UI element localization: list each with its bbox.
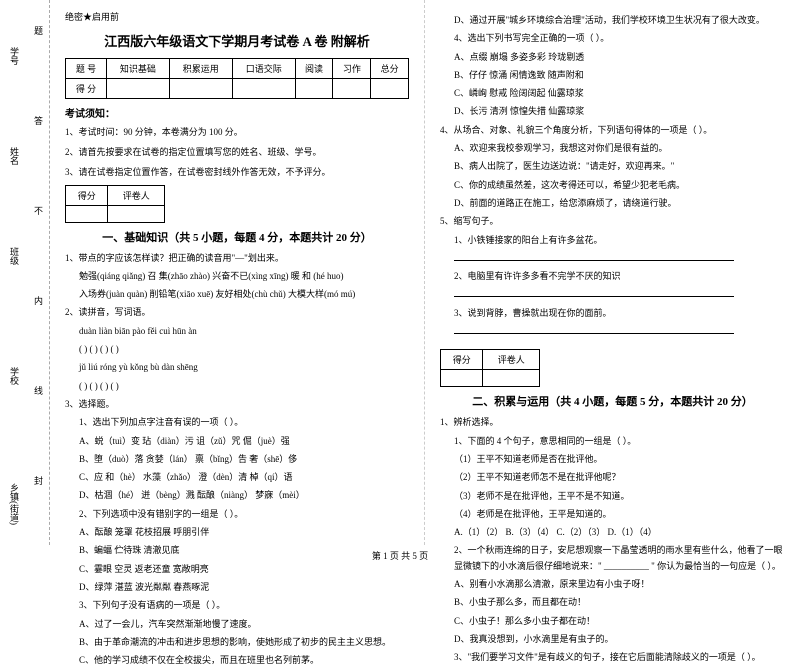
th-3: 口语交际 [232, 59, 295, 79]
p2q1-2b: B、小虫子那么多，而且都在动！ [440, 595, 785, 610]
q4c: C、你的成绩虽然差，这次考得还可以，希望少犯老毛病。 [440, 178, 785, 193]
exam-title: 江西版六年级语文下学期月考试卷 A 卷 附解析 [65, 31, 409, 50]
q3-4b: B、仔仔 惊涌 闲情逸致 随声附和 [440, 68, 785, 83]
margin-class: 班级 [8, 247, 21, 265]
seal-char-5: 答 [32, 116, 45, 125]
q5-3: 3、说到背脖，曹操就出现在你的面前。 [440, 306, 785, 321]
q3-3a: A、过了一会儿，汽车突然渐渐地慢了速度。 [65, 617, 409, 632]
p2q1: 1、辨析选择。 [440, 415, 785, 430]
p2q1-1b: （2）王平不知道老师怎不是在批评他呢？ [440, 470, 785, 485]
seal-char-2: 线 [32, 386, 45, 395]
margin-school: 学校 [8, 367, 21, 385]
q3-3c: C、他的学习成绩不仅在全校拔尖，而且在班里也名列前茅。 [65, 653, 409, 668]
q2d[interactable]: ( ) ( ) ( ) ( ) [65, 379, 409, 394]
q2: 2、读拼音，写词语。 [65, 305, 409, 320]
th-2: 积累运用 [169, 59, 232, 79]
q3-3: 3、下列句子没有语病的一项是（ ）。 [65, 598, 409, 613]
seal-char-1: 封 [32, 476, 45, 485]
notice-1: 1、考试时间：90 分钟，本卷满分为 100 分。 [65, 124, 409, 140]
p2q1-1d: （4）老师是在批评他，王平是知道的。 [440, 507, 785, 522]
q3-3b: B、由于革命潮流的冲击和进步思想的影响，使她形成了初步的民主主义思想。 [65, 635, 409, 650]
q5-1: 1、小铁锤接家的阳台上有许多盆花。 [440, 233, 785, 248]
q3-1a: A、蜕（tuì）变 玷（diàn）污 诅（zǔ）咒 倔（juè）强 [65, 434, 409, 449]
q5-2-blank[interactable] [454, 287, 734, 297]
q3-4c: C、嶙峋 慰戒 险阔阔起 仙露琼浆 [440, 86, 785, 101]
th-0: 题 号 [66, 59, 107, 79]
part2-score-box: 得分评卷人 [440, 349, 540, 387]
q4a: A、欢迎来我校参观学习，我想这对你们是很有益的。 [440, 141, 785, 156]
q1b: 入场券(juàn quàn) 削铅笔(xiāo xuē) 友好相处(chù ch… [65, 287, 409, 302]
q5: 5、缩写句子。 [440, 214, 785, 229]
q3-2a: A、酝酿 笼罩 花枝招展 呼朋引伴 [65, 525, 409, 540]
q4b: B、病人出院了，医生边送边说："请走好，欢迎再来。" [440, 159, 785, 174]
th-1: 知识基础 [106, 59, 169, 79]
notice-2: 2、请首先按要求在试卷的指定位置填写您的姓名、班级、学号。 [65, 144, 409, 160]
margin-name: 姓名 [8, 147, 21, 165]
score-label-2: 得分 [441, 350, 483, 370]
page-footer: 第 1 页 共 5 页 [0, 549, 800, 562]
q4: 4、从场合、对象、礼貌三个角度分析，下列语句得体的一项是（ ）。 [440, 123, 785, 138]
q5-3-blank[interactable] [454, 324, 734, 334]
p2q1-3: 3、"我们要学习文件"是有歧义的句子，接在它后面能清除歧义的一项是（ ）。 [440, 650, 785, 665]
secret-label: 绝密★启用前 [65, 10, 409, 23]
q3-1c: C、应 和（hè） 水藻（zhǎo） 澄（dèn）清 棹（qí）语 [65, 470, 409, 485]
q3-1d: D、枯涸（hé） 迸（bèng）溅 酝酿（niàng） 梦寐（mèi） [65, 488, 409, 503]
p2q1-1: 1、下面的 4 个句子，意思相同的一组是（ ）。 [440, 434, 785, 449]
seal-char-6: 题 [32, 26, 45, 35]
right-column: D、通过开展"城乡环境综合治理"活动，我们学校环境卫生状况有了很大改变。 4、选… [425, 0, 800, 545]
notice-3: 3、请在试卷指定位置作答，在试卷密封线外作答无效，不予评分。 [65, 164, 409, 180]
part2-title: 二、积累与运用（共 4 小题，每题 5 分，本题共计 20 分） [440, 393, 785, 409]
q3-2c: C、霎眼 空灵 返老还童 宽敞明亮 [65, 562, 409, 577]
q3-1b: B、堕（duò）落 贪婪（lán） 禀（bǐng）告 奢（shē）侈 [65, 452, 409, 467]
q2c: jǔ liú róng yù kǒng bù dàn shēng [65, 360, 409, 375]
q3-1: 1、选出下列加点字注音有误的一项（ ）。 [65, 415, 409, 430]
p2q1-2c: C、小虫子！那么多小虫子都在动！ [440, 614, 785, 629]
th-6: 总分 [371, 59, 409, 79]
q4d: D、前面的道路正在施工，给您添麻烦了，请绕道行驶。 [440, 196, 785, 211]
part-score-box: 得分评卷人 [65, 185, 165, 223]
th-5: 习作 [333, 59, 371, 79]
p2q1-1c: （3）老师不是在批评他，王平不是不知道。 [440, 489, 785, 504]
q3-2d: D、绿萍 湛蓝 波光粼粼 春燕啄泥 [65, 580, 409, 595]
grader-label-2: 评卷人 [483, 350, 540, 370]
left-column: 绝密★启用前 江西版六年级语文下学期月考试卷 A 卷 附解析 题 号 知识基础 … [50, 0, 425, 545]
notice-title: 考试须知： [65, 105, 409, 120]
binding-margin: 乡镇(街道) 学校 班级 姓名 学号 封 线 内 不 答 题 [0, 0, 50, 545]
p2q1-1e: A.（1）（2） B.（3）（4） C.（2）（3） D.（1）（4） [440, 525, 785, 540]
p2q1-2a: A、别看小水滴那么清澈，原来里边有小虫子呀！ [440, 577, 785, 592]
margin-township: 乡镇(街道) [8, 483, 21, 525]
part1-title: 一、基础知识（共 5 小题，每题 4 分，本题共计 20 分） [65, 229, 409, 245]
q3-4d: D、长污 清洌 惊惶失措 仙露琼浆 [440, 104, 785, 119]
q1: 1、带点的字应该怎样读？把正确的读音用"—"划出来。 [65, 251, 409, 266]
th-4: 阅读 [295, 59, 333, 79]
q3-2: 2、下列选项中没有错别字的一组是（ ）。 [65, 507, 409, 522]
q2a: duàn liàn biān pào fěi cuì hūn àn [65, 324, 409, 339]
score-row-label: 得 分 [66, 79, 107, 99]
q3-3d: D、通过开展"城乡环境综合治理"活动，我们学校环境卫生状况有了很大改变。 [440, 13, 785, 28]
score-label: 得分 [66, 185, 108, 205]
q5-1-blank[interactable] [454, 251, 734, 261]
margin-id: 学号 [8, 47, 21, 65]
q3: 3、选择题。 [65, 397, 409, 412]
p2q1-1a: （1）王平不知道老师是否在批评他。 [440, 452, 785, 467]
score-table: 题 号 知识基础 积累运用 口语交际 阅读 习作 总分 得 分 [65, 58, 409, 99]
p2q1-2d: D、我真没想到，小水滴里是有虫子的。 [440, 632, 785, 647]
q1a: 勉强(qiáng qiǎng) 召 集(zhāo zhào) 兴奋不已(xìng… [65, 269, 409, 284]
q3-4: 4、选出下列书写完全正确的一项（ ）。 [440, 31, 785, 46]
seal-char-4: 不 [32, 206, 45, 215]
grader-label: 评卷人 [108, 185, 165, 205]
q5-2: 2、电脑里有许许多多看不完学不厌的知识 [440, 269, 785, 284]
q3-4a: A、点缀 崩塌 多姿多彩 玲珑剔透 [440, 50, 785, 65]
seal-char-3: 内 [32, 296, 45, 305]
q2b[interactable]: ( ) ( ) ( ) ( ) [65, 342, 409, 357]
